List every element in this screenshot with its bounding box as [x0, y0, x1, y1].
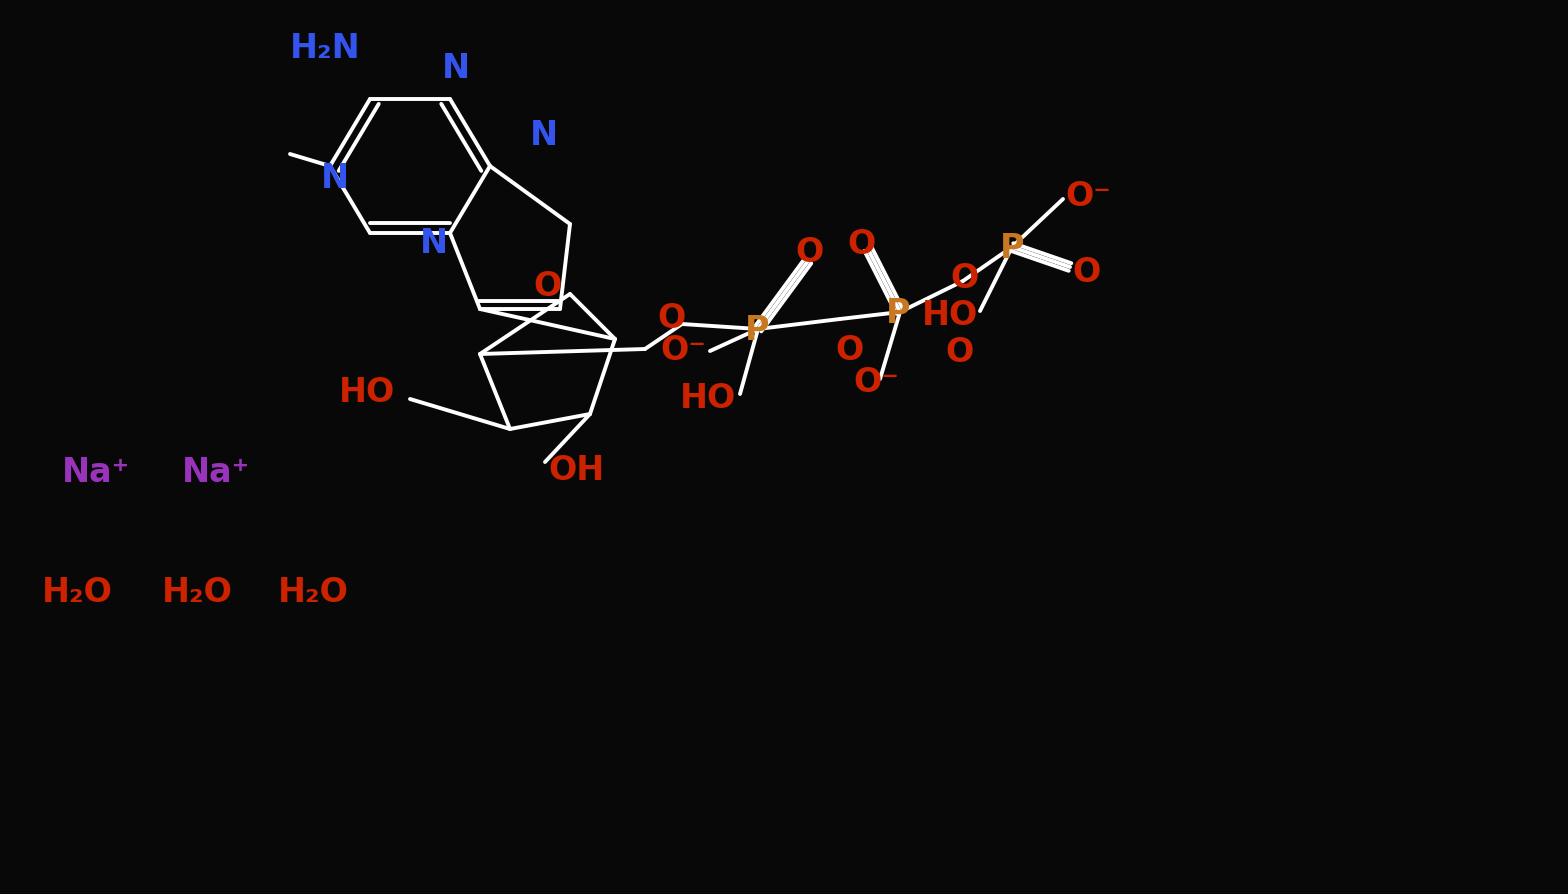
Text: HO: HO [339, 375, 395, 408]
Text: H₂O: H₂O [162, 576, 234, 609]
Text: Na⁺: Na⁺ [63, 455, 130, 488]
Text: P: P [745, 313, 770, 346]
Text: P: P [1000, 232, 1024, 265]
Text: O⁻: O⁻ [1065, 180, 1110, 212]
Text: N: N [442, 52, 470, 84]
Text: H₂O: H₂O [42, 576, 113, 609]
Text: N: N [321, 161, 350, 194]
Text: O⁻: O⁻ [660, 333, 706, 366]
Text: O: O [946, 335, 974, 368]
Text: O: O [659, 301, 687, 334]
Text: H₂O: H₂O [278, 576, 348, 609]
Text: O⁻: O⁻ [853, 365, 898, 398]
Text: P: P [886, 296, 911, 329]
Text: HO: HO [681, 381, 735, 414]
Text: O: O [1073, 255, 1101, 288]
Text: O: O [848, 227, 877, 260]
Text: O: O [533, 269, 561, 302]
Text: N: N [530, 118, 558, 151]
Text: O: O [836, 333, 864, 366]
Text: Na⁺: Na⁺ [182, 455, 251, 488]
Text: H₂N: H₂N [290, 31, 361, 64]
Text: O: O [950, 261, 978, 294]
Text: OH: OH [547, 453, 604, 486]
Text: O: O [797, 235, 825, 268]
Text: HO: HO [922, 299, 978, 331]
Text: N: N [420, 226, 448, 259]
